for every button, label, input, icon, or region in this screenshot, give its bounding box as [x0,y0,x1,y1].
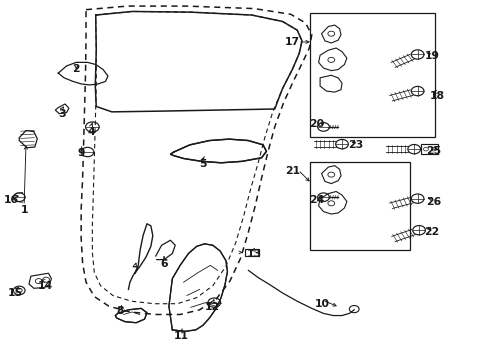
Text: 25: 25 [425,145,440,156]
Text: 22: 22 [424,227,439,237]
Text: 24: 24 [308,195,324,205]
Text: 11: 11 [173,331,188,341]
Text: 2: 2 [72,64,80,74]
Text: 1: 1 [20,206,28,216]
Text: 7: 7 [131,266,138,276]
Text: 14: 14 [38,281,53,291]
Bar [310,162,409,250]
Text: 10: 10 [314,299,329,309]
Text: 8: 8 [116,306,123,316]
Text: 26: 26 [425,197,440,207]
Text: 21: 21 [284,166,299,176]
Text: 3: 3 [58,109,65,119]
Text: 18: 18 [429,91,444,101]
Text: 23: 23 [347,140,363,150]
Text: 6: 6 [160,259,167,269]
Bar [420,144,437,154]
Text: 4: 4 [87,127,95,136]
Text: 13: 13 [246,248,261,258]
Text: 9: 9 [77,148,85,158]
Text: 17: 17 [284,37,299,47]
Text: 16: 16 [4,195,19,205]
Text: 5: 5 [199,159,206,169]
Text: 20: 20 [308,120,324,129]
Bar [310,13,434,137]
Text: 12: 12 [205,302,220,312]
Text: 19: 19 [424,51,439,61]
Text: 15: 15 [8,288,23,298]
